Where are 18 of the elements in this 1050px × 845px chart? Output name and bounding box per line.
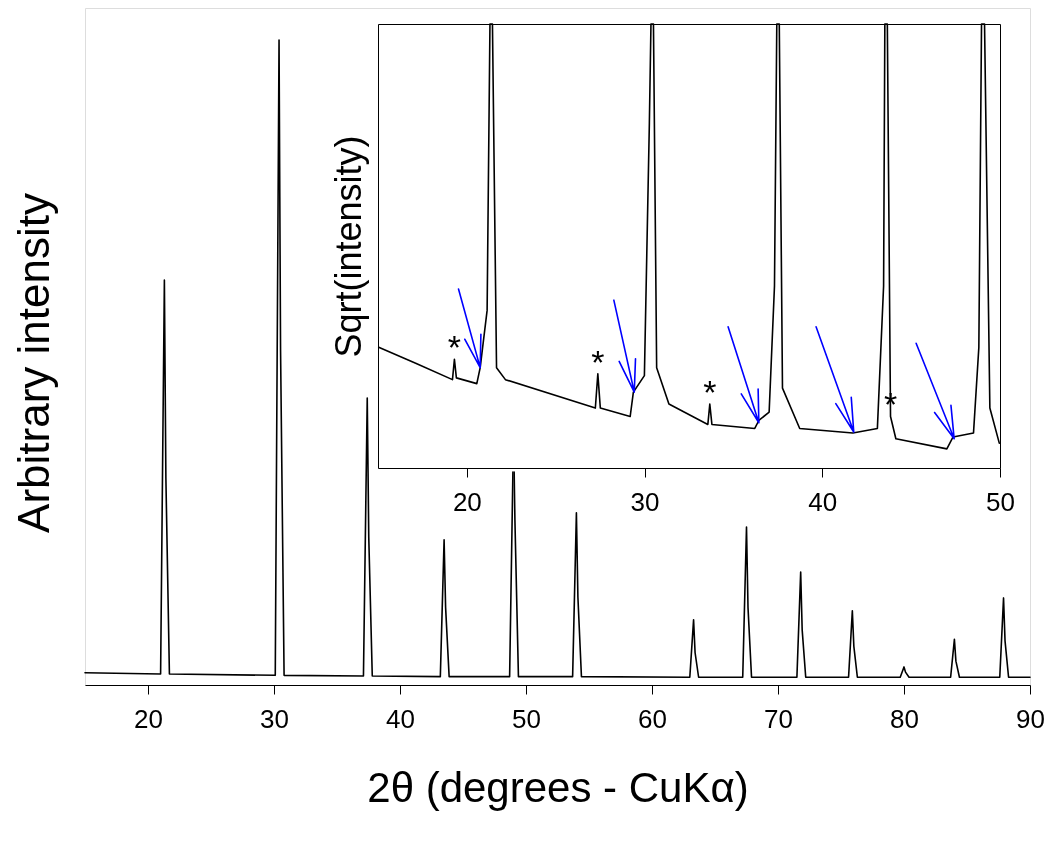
y-axis-title: Arbitrary intensity	[8, 193, 58, 533]
x-tick-label: 30	[630, 486, 660, 517]
annotation: *	[591, 342, 605, 381]
annotation: *	[447, 328, 462, 367]
x-tick-label: 70	[764, 703, 793, 734]
x-tick-label: 30	[260, 703, 289, 734]
x-tick-label: 50	[986, 486, 1015, 517]
y-axis-title: Sqrt(intensity)	[327, 135, 369, 358]
x-tick-label: 40	[386, 703, 415, 734]
x-tick-label: 80	[890, 703, 919, 734]
x-tick-label: 40	[808, 486, 838, 517]
x-tick-label: 60	[638, 703, 667, 734]
x-tick-label: 50	[512, 703, 541, 734]
x-tick-label: 20	[134, 703, 163, 734]
x-axis-title: 2θ (degrees - CuKα)	[367, 763, 749, 811]
annotation: *	[703, 373, 717, 412]
x-tick-label: 20	[452, 486, 482, 517]
x-tick-label: 90	[1016, 703, 1045, 734]
